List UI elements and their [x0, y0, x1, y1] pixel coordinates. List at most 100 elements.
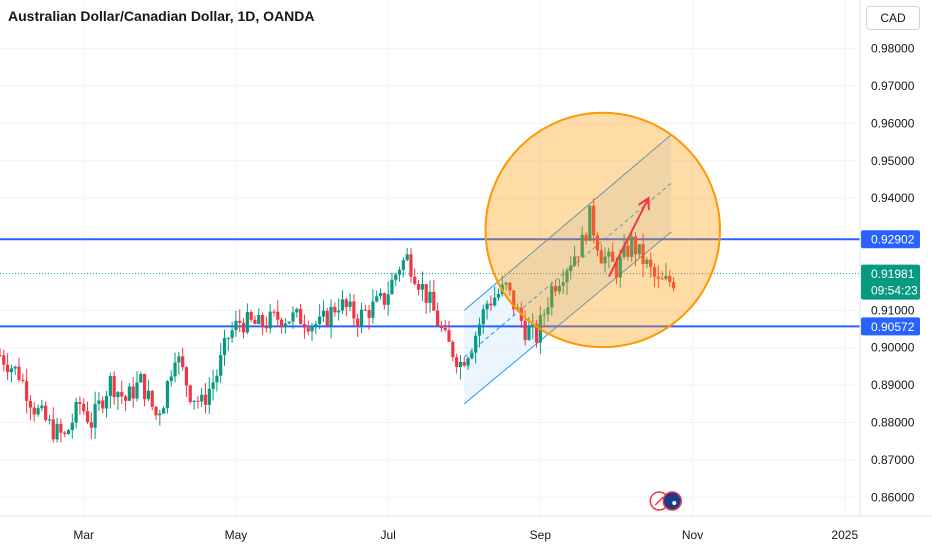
- candle-body: [466, 358, 470, 366]
- candle-body: [527, 327, 531, 340]
- candle-body: [158, 413, 162, 416]
- candle-body: [234, 320, 238, 331]
- candle-body: [565, 271, 569, 283]
- price-tick-label: 0.98000: [871, 42, 915, 56]
- candle-body: [668, 275, 672, 283]
- time-tick-label: Mar: [73, 528, 94, 542]
- candle-body: [226, 337, 230, 339]
- price-tick-label: 0.89000: [871, 378, 915, 392]
- candle-body: [219, 355, 223, 376]
- price-tick-label: 0.97000: [871, 79, 915, 93]
- candle-body: [618, 256, 622, 278]
- candle-body: [436, 310, 440, 326]
- time-tick-label: May: [225, 528, 248, 542]
- candle-body: [348, 301, 352, 307]
- candle-body: [359, 309, 364, 327]
- candle-body: [626, 245, 630, 257]
- candle-body: [603, 256, 607, 264]
- candle-body: [455, 357, 459, 368]
- price-tick-label: 0.95000: [871, 154, 915, 168]
- candle-body: [85, 411, 90, 423]
- candle-body: [257, 314, 261, 324]
- candle-body: [47, 419, 52, 421]
- rocket-event-icon-mark: [654, 496, 664, 506]
- candle-body: [401, 260, 405, 270]
- candle-body: [458, 361, 463, 368]
- candle-body: [279, 319, 284, 328]
- candle-body: [569, 265, 573, 272]
- candle-body: [89, 422, 93, 428]
- candle-body: [6, 364, 10, 373]
- time-tick-label: 2025: [831, 528, 858, 542]
- price-tick-label: 0.94000: [871, 191, 915, 205]
- candle-body: [599, 250, 603, 264]
- candle-body: [371, 301, 375, 318]
- candle-body: [207, 388, 211, 405]
- candle-body: [150, 390, 154, 407]
- candle-body: [439, 325, 444, 328]
- candle-body: [386, 294, 390, 305]
- candle-body: [424, 284, 428, 303]
- candle-body: [82, 403, 86, 412]
- candle-body: [196, 400, 200, 402]
- candle-body: [382, 293, 386, 305]
- candle-body: [352, 301, 356, 319]
- candle-body: [215, 375, 219, 383]
- candle-body: [340, 299, 345, 311]
- candle-body: [428, 291, 432, 303]
- candle-body: [17, 366, 21, 380]
- candle-body: [78, 402, 82, 404]
- arrow-head: [637, 196, 650, 211]
- candle-body: [211, 382, 215, 389]
- candle-body: [97, 400, 101, 404]
- candle-body: [272, 311, 276, 313]
- candle-body: [344, 299, 348, 307]
- candle-body: [70, 422, 74, 431]
- candle-body: [177, 356, 181, 363]
- candle-body: [420, 284, 424, 290]
- candle-body: [253, 319, 257, 324]
- candle-body: [557, 285, 561, 292]
- candle-body: [241, 322, 246, 333]
- candle-body: [318, 316, 322, 324]
- candle-body: [173, 362, 177, 377]
- level-badge-label: 0.92902: [871, 233, 915, 247]
- last-price-label: 0.91981: [871, 267, 915, 281]
- candle-body: [451, 341, 455, 358]
- candle-body: [553, 285, 558, 292]
- price-tick-label: 0.96000: [871, 116, 915, 130]
- candle-body: [181, 356, 185, 368]
- candle-body: [123, 396, 128, 401]
- candle-body: [146, 390, 151, 400]
- candle-body: [390, 279, 394, 295]
- candle-body: [203, 394, 208, 405]
- candle-body: [51, 419, 55, 440]
- level-badge: [861, 317, 920, 336]
- candle-body: [302, 324, 307, 328]
- candle-body: [101, 400, 105, 409]
- candle-body: [230, 330, 234, 338]
- candle-body: [470, 352, 474, 359]
- candle-body: [493, 297, 497, 306]
- candle-body: [523, 320, 527, 340]
- candle-body: [588, 205, 592, 241]
- candle-body: [135, 382, 139, 399]
- candle-body: [462, 361, 466, 366]
- candle-body: [477, 324, 482, 336]
- candle-body: [59, 423, 63, 433]
- candle-body: [249, 312, 253, 320]
- candle-body: [584, 234, 588, 241]
- candle-body: [641, 244, 645, 265]
- candle-body: [13, 366, 17, 369]
- candle-body: [25, 380, 29, 401]
- candle-body: [367, 310, 371, 318]
- candle-body: [416, 284, 421, 290]
- currency-button[interactable]: CAD: [866, 6, 920, 30]
- candle-body: [534, 323, 539, 343]
- candle-body: [652, 267, 657, 277]
- arrow-shaft: [607, 197, 650, 278]
- candle-body: [314, 323, 318, 326]
- level-badge: [861, 230, 920, 249]
